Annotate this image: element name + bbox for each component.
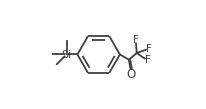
Text: F: F	[133, 35, 139, 45]
Text: F: F	[146, 44, 152, 54]
Text: Si: Si	[61, 49, 72, 60]
Text: F: F	[145, 55, 151, 65]
Text: O: O	[126, 67, 135, 81]
